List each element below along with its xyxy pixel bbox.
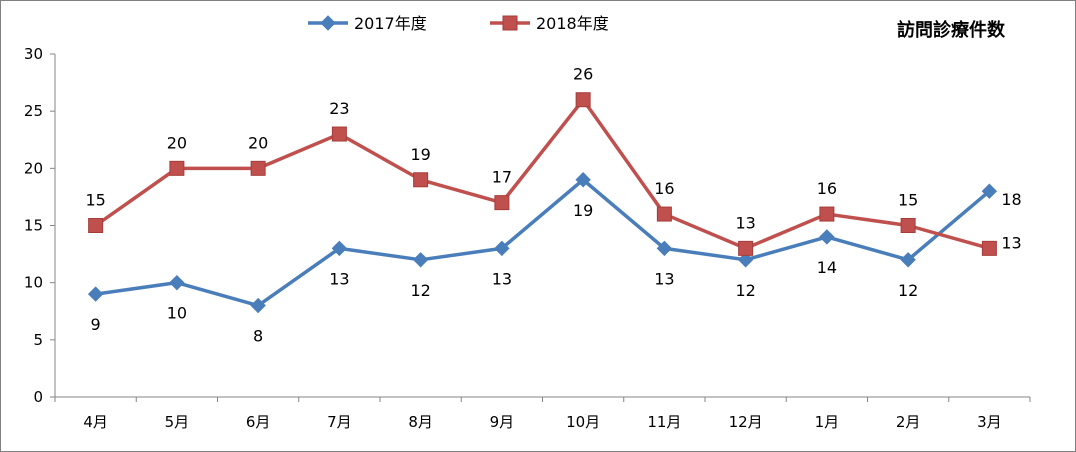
y-tick-label: 5 — [33, 331, 43, 349]
series-2 — [88, 92, 997, 256]
x-tick-label: 10月 — [566, 413, 600, 431]
series-point — [331, 126, 347, 142]
data-label: 13 — [1001, 233, 1021, 252]
data-label: 17 — [492, 168, 512, 187]
series-point — [169, 160, 185, 176]
data-label: 9 — [91, 315, 101, 334]
series-point — [494, 240, 510, 257]
y-tick-label: 10 — [24, 274, 43, 292]
x-tick-label: 11月 — [647, 413, 681, 431]
data-label: 13 — [654, 269, 674, 288]
data-label: 10 — [167, 304, 187, 323]
series-point — [413, 172, 429, 188]
data-label: 12 — [898, 281, 918, 300]
series-point — [331, 240, 348, 257]
data-label: 19 — [410, 145, 430, 164]
data-label: 13 — [329, 269, 349, 288]
data-label: 13 — [735, 213, 755, 232]
x-tick-label: 6月 — [246, 413, 271, 431]
legend-item: 2018年度 — [490, 14, 609, 33]
data-label: 19 — [573, 201, 593, 220]
series-point — [494, 195, 510, 211]
series-point — [981, 183, 998, 199]
data-label: 13 — [492, 269, 512, 288]
x-tick-label: 7月 — [327, 413, 352, 431]
series-1 — [87, 172, 998, 314]
legend: 2017年度 2018年度 — [308, 14, 609, 33]
x-tick-label: 2月 — [896, 413, 921, 431]
series-line — [95, 178, 991, 308]
series-point — [900, 218, 916, 233]
data-label: 8 — [253, 327, 263, 346]
chart-title: 訪問診療件数 — [897, 19, 1006, 41]
series-point — [575, 172, 591, 188]
series-point — [412, 252, 429, 268]
series-point — [737, 252, 754, 268]
y-tick-label: 25 — [24, 102, 43, 120]
x-tick-label: 5月 — [165, 413, 190, 431]
legend-marker — [502, 15, 518, 31]
y-tick-label: 30 — [24, 45, 43, 63]
series-point — [88, 218, 104, 233]
series-point — [900, 252, 916, 268]
x-tick-label: 1月 — [815, 413, 840, 431]
data-label: 12 — [735, 281, 755, 300]
series-layer — [87, 92, 998, 314]
series-point — [656, 240, 673, 257]
data-label: 20 — [248, 133, 268, 152]
legend-label: 2017年度 — [354, 14, 427, 33]
y-tick-label: 15 — [24, 217, 43, 235]
legend-marker — [320, 15, 336, 31]
series-point — [87, 286, 104, 302]
data-label: 20 — [167, 133, 187, 152]
y-tick-label: 0 — [33, 388, 43, 406]
data-label: 12 — [410, 281, 430, 300]
x-tick-label: 12月 — [729, 413, 763, 431]
series-point — [250, 297, 266, 314]
data-label: 18 — [1001, 190, 1021, 209]
series-point — [575, 92, 591, 108]
data-label: 15 — [85, 191, 105, 210]
x-tick-label: 4月 — [83, 413, 108, 431]
legend-label: 2018年度 — [536, 14, 609, 33]
series-point — [169, 274, 185, 291]
data-labels: 9 10 8 13 12 13 19 13 12 14 12 18 15 20 20 23 19 17 26 16 13… — [85, 65, 1021, 346]
axes: 0 5 10 15 20 25 30 4月 5月 6月 7月 8月 9月 10月 11月 12月 1月 2月 3月 — [24, 45, 1031, 431]
series-point — [981, 240, 997, 256]
x-tick-label: 9月 — [490, 413, 515, 431]
y-tick-label: 20 — [24, 159, 43, 177]
legend-item: 2017年度 — [308, 14, 427, 33]
data-label: 16 — [817, 179, 837, 198]
data-label: 16 — [654, 179, 674, 198]
series-point — [738, 240, 754, 256]
data-label: 26 — [573, 65, 593, 84]
series-line — [94, 97, 990, 251]
series-point — [819, 206, 835, 222]
x-tick-label: 8月 — [408, 413, 433, 431]
data-label: 15 — [898, 191, 918, 210]
series-point — [250, 160, 266, 176]
x-tick-label: 3月 — [977, 413, 1002, 431]
data-label: 14 — [817, 258, 837, 277]
series-point — [819, 229, 835, 245]
series-point — [656, 206, 672, 222]
data-label: 23 — [329, 99, 349, 118]
